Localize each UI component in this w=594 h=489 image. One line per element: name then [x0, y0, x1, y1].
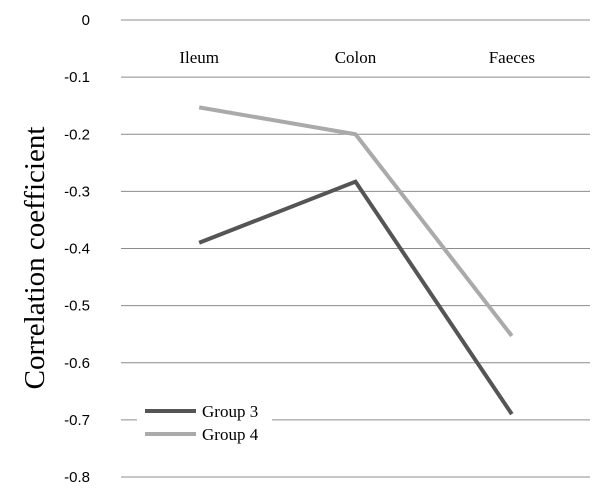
series-line-1 — [198, 179, 514, 416]
y-tick-label: -0.7 — [64, 412, 90, 429]
y-tick-label: -0.1 — [64, 69, 90, 86]
y-tick-label: -0.3 — [64, 183, 90, 200]
category-label: Colon — [335, 48, 377, 67]
series-lines — [198, 105, 514, 416]
legend-background — [137, 395, 272, 449]
y-tick-label: -0.2 — [64, 126, 90, 143]
y-tick-label: -0.6 — [64, 355, 90, 372]
series-line-2 — [198, 105, 514, 338]
y-tick-label: -0.8 — [64, 469, 90, 486]
category-labels: Ileum Colon Faeces — [179, 48, 535, 67]
y-tick-label: -0.5 — [64, 298, 90, 315]
category-label: Ileum — [179, 48, 219, 67]
legend-label-1: Group 3 — [202, 402, 258, 421]
y-axis-title: Correlation coefficient — [19, 127, 51, 390]
category-label: Faeces — [489, 48, 535, 67]
legend: Group 3 Group 4 — [137, 395, 272, 449]
gridlines — [121, 19, 590, 478]
y-tick-label: 0 — [82, 12, 90, 29]
y-tick-labels: 0 -0.1 -0.2 -0.3 -0.4 -0.5 -0.6 -0.7 -0.8 — [64, 12, 90, 486]
legend-label-2: Group 4 — [202, 425, 259, 444]
y-tick-label: -0.4 — [64, 241, 90, 258]
